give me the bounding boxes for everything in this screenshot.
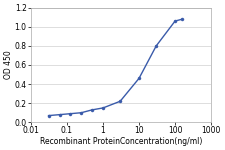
X-axis label: Recombinant ProteinConcentration(ng/ml): Recombinant ProteinConcentration(ng/ml) (40, 137, 202, 146)
Y-axis label: OD 450: OD 450 (4, 51, 13, 79)
